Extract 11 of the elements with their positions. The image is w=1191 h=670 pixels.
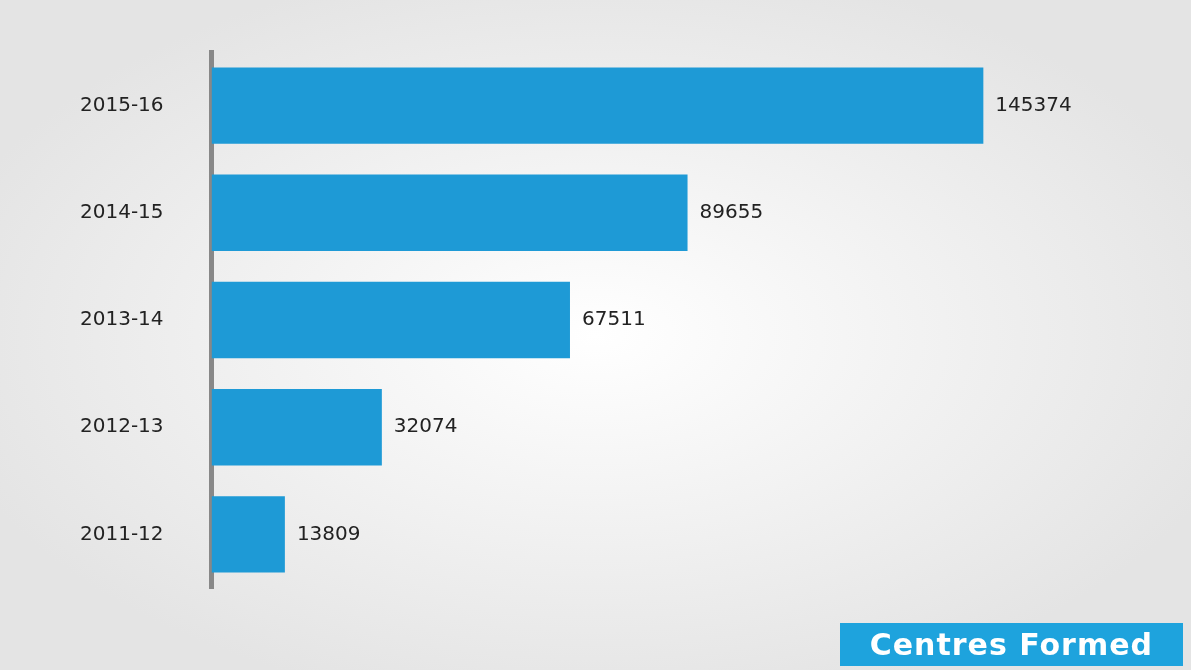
y-tick-label: 2011-12 <box>79 520 164 545</box>
text: Centres Formed <box>839 623 1183 666</box>
y-tick-label: 2013-14 <box>79 306 164 331</box>
data-label: 89655 <box>699 199 764 223</box>
data-label: 145374 <box>995 91 1072 116</box>
y-tick-label: 2014-15 <box>79 199 164 223</box>
y-tick-label: 2015-16 <box>79 91 164 116</box>
y-tick-label: 2012-13 <box>79 413 164 438</box>
data-label: 13809 <box>296 520 361 545</box>
data-label: 32074 <box>393 413 458 438</box>
data-label: 67511 <box>581 306 646 331</box>
